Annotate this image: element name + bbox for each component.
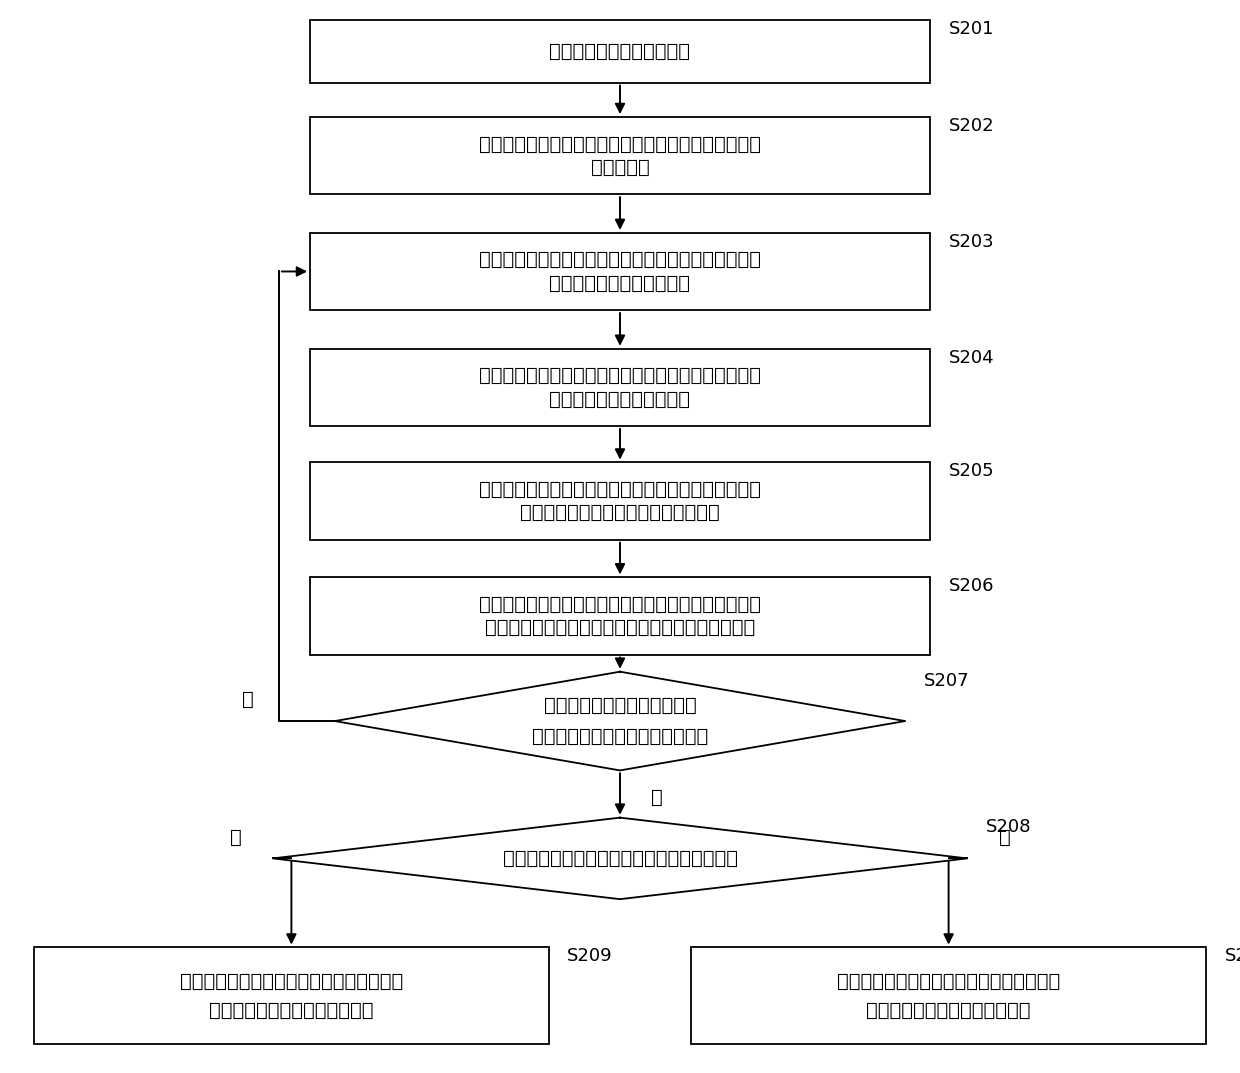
Text: 的跟踪率差值是否大于第一预设值: 的跟踪率差值是否大于第一预设值 [532,727,708,747]
Text: S202: S202 [949,117,994,135]
Text: 计算第一轮组的实际速度与第一执行速度的第一比值，: 计算第一轮组的实际速度与第一执行速度的第一比值， [479,480,761,499]
Text: 判断第一根据率与第二跟踪率: 判断第一根据率与第二跟踪率 [543,695,697,715]
Text: S203: S203 [949,233,994,251]
Text: 根据所述速度命令控制电机驱动所述第一轮组和所述第: 根据所述速度命令控制电机驱动所述第一轮组和所述第 [479,134,761,153]
Text: S207: S207 [924,672,970,690]
Text: 是: 是 [229,827,242,847]
Text: S205: S205 [949,462,994,481]
Text: S204: S204 [949,349,994,367]
Bar [310,233,930,310]
Text: 接收控制器发送的速度命令: 接收控制器发送的速度命令 [549,42,691,61]
Bar [310,349,930,426]
Text: 是: 是 [242,690,254,709]
Text: 踪率差值小于或等于第二预设值: 踪率差值小于或等于第二预设值 [210,1001,373,1019]
Text: S208: S208 [986,818,1032,836]
Text: 调整第二轮组的实际速度，以使调整后的跟: 调整第二轮组的实际速度，以使调整后的跟 [837,972,1060,990]
Text: 否: 否 [998,827,1011,847]
Text: 并将第一比值作为所述第一速度跟踪率: 并将第一比值作为所述第一速度跟踪率 [520,503,720,523]
Text: 计算所述第二轮组的实际速度与所述第二执行速度的第: 计算所述第二轮组的实际速度与所述第二执行速度的第 [479,594,761,614]
Bar [310,117,930,194]
Text: S210: S210 [1225,947,1240,966]
Text: 二轮组转动: 二轮组转动 [590,158,650,177]
Bar [33,947,549,1044]
Bar [310,20,930,83]
Text: 为所述第一轮组的实际速度: 为所述第一轮组的实际速度 [549,274,691,293]
Text: S201: S201 [949,20,994,39]
Text: S206: S206 [949,577,994,596]
Bar [692,947,1205,1044]
Text: 踪率差值小于或等于第二预设值: 踪率差值小于或等于第二预设值 [867,1001,1030,1019]
Text: 调整第一轮组的实际速度，以使调整后的跟: 调整第一轮组的实际速度，以使调整后的跟 [180,972,403,990]
Text: 否: 否 [651,788,663,807]
Text: 将当前时刻对应的周期内所述第一轮组的速度平均值作: 将当前时刻对应的周期内所述第一轮组的速度平均值作 [479,250,761,269]
Text: S209: S209 [568,947,613,966]
Text: 为所述第二轮组的实际速度: 为所述第二轮组的实际速度 [549,389,691,409]
Text: 判断第一速度跟踪率是否大于第二速度跟踪率: 判断第一速度跟踪率是否大于第二速度跟踪率 [502,849,738,868]
Text: 将当前时刻对应的周期内所述第二轮组的速度平均值作: 将当前时刻对应的周期内所述第二轮组的速度平均值作 [479,366,761,385]
Bar [310,462,930,540]
Bar [310,577,930,655]
Text: 二比值，并将所述第二比值作为所述第二速度跟踪率: 二比值，并将所述第二比值作为所述第二速度跟踪率 [485,618,755,637]
